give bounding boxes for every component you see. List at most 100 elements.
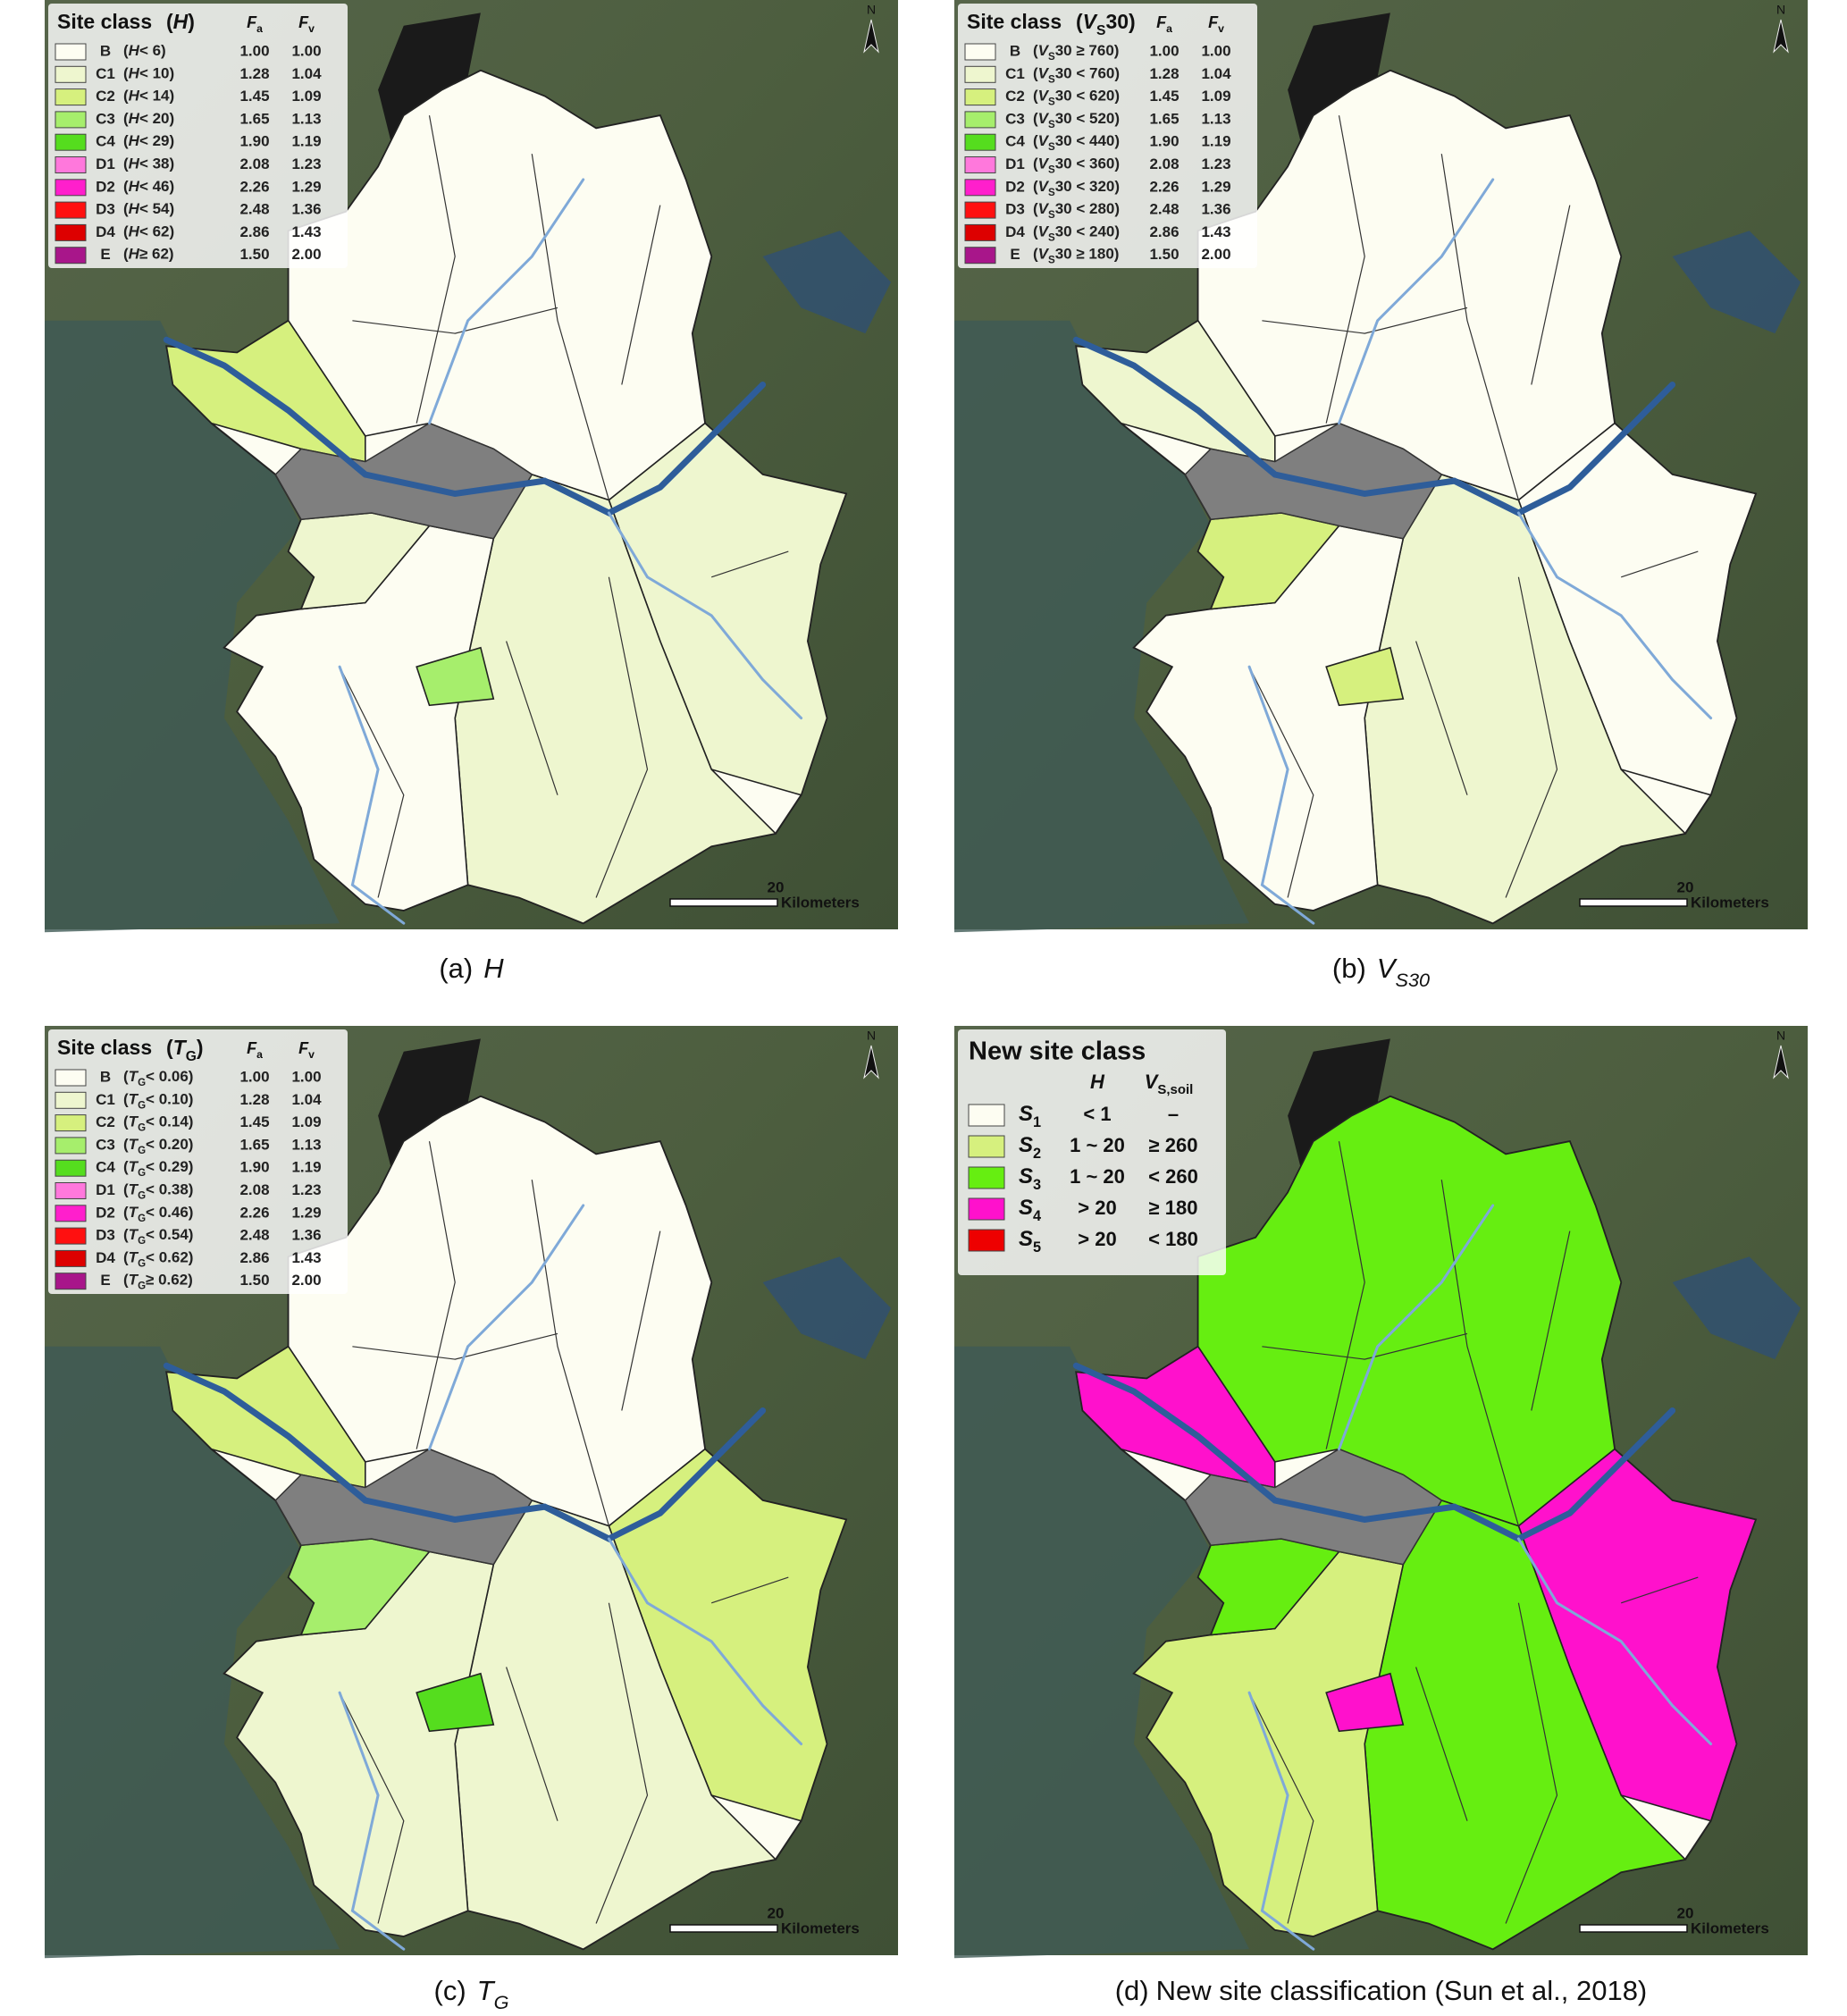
text-part: T: [129, 1091, 139, 1108]
text-part: H: [129, 223, 140, 240]
legend-swatch: [55, 133, 87, 151]
caption-part: H: [483, 953, 504, 984]
district-border: [352, 307, 558, 334]
legend-fa: 1.50: [1149, 246, 1179, 263]
legend-condition: (VS30 < 520): [1033, 110, 1120, 130]
text-part: 30 ≥ 180): [1055, 246, 1120, 263]
scale-unit: Kilometers: [1691, 894, 1769, 911]
scale-bar: [669, 898, 778, 907]
scale-distance: 20: [768, 878, 785, 895]
legend-swatch: [55, 88, 87, 106]
legend-condition: (H< 38): [123, 155, 174, 172]
text-part: a: [256, 22, 263, 35]
scale-bar: [1579, 898, 1688, 907]
legend-header: Fv: [298, 13, 315, 35]
legend-box: [958, 4, 1257, 268]
legend-fa: 2.86: [239, 1249, 269, 1266]
legend-fa: 1.90: [239, 1159, 269, 1176]
legend-fv: 1.43: [1201, 223, 1230, 240]
text-part: (: [1033, 223, 1038, 240]
legend-fa: 1.28: [239, 65, 269, 82]
text-part: 30 < 520): [1055, 110, 1120, 127]
district-border: [1262, 307, 1468, 334]
legend-fv: 1.04: [291, 65, 322, 82]
district: [416, 646, 495, 707]
legend-fa: 2.48: [239, 201, 269, 218]
legend-code: D2: [96, 1204, 115, 1221]
caption-label: (d): [1115, 1975, 1149, 2006]
legend-code: D4: [96, 223, 115, 240]
district-border: [595, 576, 649, 898]
legend-condition: (TG< 0.46): [123, 1204, 193, 1224]
legend-fv: 1.19: [291, 1159, 321, 1176]
text-part: < 0.62): [146, 1249, 193, 1266]
legend-fv: 1.00: [291, 1068, 321, 1085]
text-part: G: [138, 1100, 146, 1111]
legend-code: D2: [96, 178, 115, 195]
legend-header: H: [1090, 1071, 1105, 1093]
text-part: (: [123, 1113, 129, 1130]
legend-fv: 1.19: [291, 133, 321, 150]
legend-title: New site class: [969, 1037, 1146, 1066]
legend-v: ≥ 180: [1149, 1197, 1198, 1219]
text-part: (: [1033, 201, 1038, 218]
legend-fv: 1.23: [291, 155, 321, 172]
text-part: G: [138, 1146, 146, 1156]
text-part: ≥ 62): [139, 246, 174, 263]
legend-swatch: [55, 1249, 87, 1267]
text-part: T: [129, 1181, 139, 1198]
text-part: (: [123, 1159, 129, 1176]
text-part: (: [1033, 246, 1038, 263]
north-label: N: [1776, 1029, 1785, 1043]
text-part: v: [308, 1048, 315, 1061]
legend-swatch: [55, 43, 87, 61]
legend-fv: 1.13: [291, 110, 321, 127]
legend-swatch: [968, 1104, 1005, 1127]
legend-fv: 1.36: [1201, 201, 1230, 218]
district-border: [416, 115, 456, 424]
legend-fv: 1.23: [1201, 155, 1230, 172]
text-part: H: [129, 155, 140, 172]
legend-condition: (H< 10): [123, 65, 174, 82]
legend-code: C1: [96, 1091, 115, 1108]
legend-swatch: [55, 1205, 87, 1222]
legend-fa: 2.86: [1149, 223, 1179, 240]
legend-fv: 1.19: [1201, 133, 1230, 150]
legend-swatch: [55, 1227, 87, 1245]
legend-fa: 1.90: [1149, 133, 1179, 150]
legend-condition: (H< 46): [123, 178, 174, 195]
legend-swatch: [968, 1197, 1005, 1221]
district-border: [1531, 1231, 1571, 1411]
text-part: H: [129, 133, 140, 150]
district-border: [339, 666, 405, 898]
text-part: H: [129, 42, 140, 59]
legend-code: D1: [96, 155, 115, 172]
north-arrow: [1773, 19, 1789, 54]
district-border: [1621, 1576, 1699, 1604]
text-part: (: [1033, 42, 1038, 59]
text-part: < 0.10): [146, 1091, 193, 1108]
text-part: T: [129, 1159, 139, 1176]
legend-condition: (H< 14): [123, 88, 174, 105]
caption: (b) VS30: [1332, 953, 1430, 991]
legend-v: –: [1168, 1103, 1179, 1125]
text-part: H: [173, 10, 189, 33]
legend-code: D1: [1005, 155, 1025, 172]
text-part: H: [129, 110, 140, 127]
lake: [762, 1256, 892, 1360]
text-part: V: [1038, 110, 1050, 127]
text-part: < 0.14): [146, 1113, 193, 1130]
river: [338, 1691, 406, 1951]
north-label: N: [1776, 3, 1785, 17]
north-arrow: [863, 1045, 879, 1079]
text-part: G: [138, 1123, 146, 1134]
legend-header: VS,soil: [1145, 1071, 1194, 1098]
legend-code: S1: [1019, 1102, 1041, 1130]
district-border: [531, 154, 609, 500]
text-part: F: [298, 1039, 309, 1057]
legend-fv: 1.29: [291, 1204, 321, 1221]
text-part: (: [123, 110, 129, 127]
scale-unit: Kilometers: [781, 1919, 860, 1936]
sea: [45, 320, 340, 933]
legend-condition: (TG< 0.38): [123, 1181, 193, 1202]
